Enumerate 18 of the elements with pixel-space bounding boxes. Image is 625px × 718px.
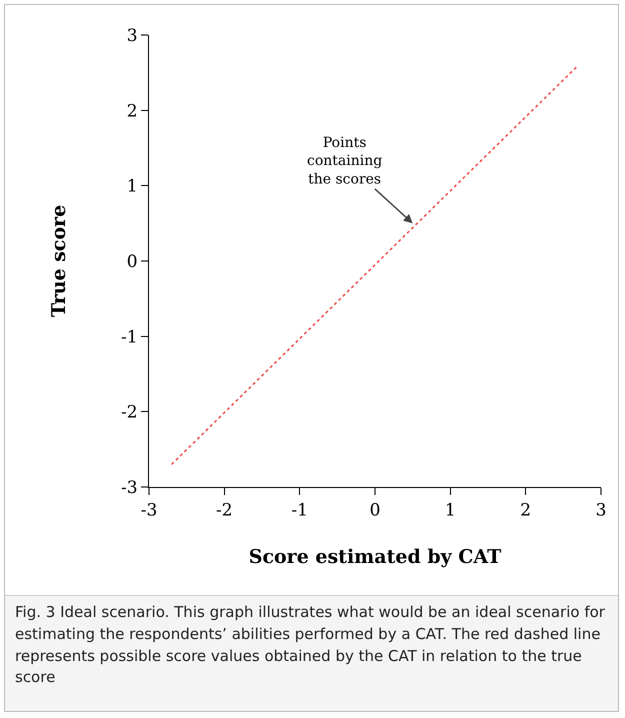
x-tick-label: 0	[370, 500, 380, 520]
y-tick-label: -3	[121, 478, 138, 498]
x-tick-label: 2	[520, 500, 532, 520]
y-tick-label: 3	[126, 26, 138, 46]
annotation: Points containing the scores	[307, 135, 382, 188]
caption: Fig. 3 Ideal scenario. This graph illustrates what would be an ideal scenario for estimating the respondents’ abilities performed by a CAT. The red dashed line represents possible score values obtained by the CAT in relation to the true score	[5, 595, 618, 711]
y-tick-label: 2	[126, 101, 138, 122]
y-tick-label: -2	[121, 402, 138, 423]
x-tick-label: -1	[291, 500, 308, 520]
x-axis-title: Score estimated by CAT	[248, 546, 502, 568]
x-tick-label: 3	[596, 500, 606, 520]
y-tick-label: -1	[121, 327, 138, 348]
x-tick-label: -3	[140, 500, 158, 520]
x-tick-label: 1	[444, 500, 456, 520]
y-tick-label: 1	[126, 176, 138, 197]
y-axis-title: True score	[48, 204, 70, 318]
y-tick-label: 0	[126, 252, 138, 272]
x-tick-label: -2	[216, 500, 233, 520]
